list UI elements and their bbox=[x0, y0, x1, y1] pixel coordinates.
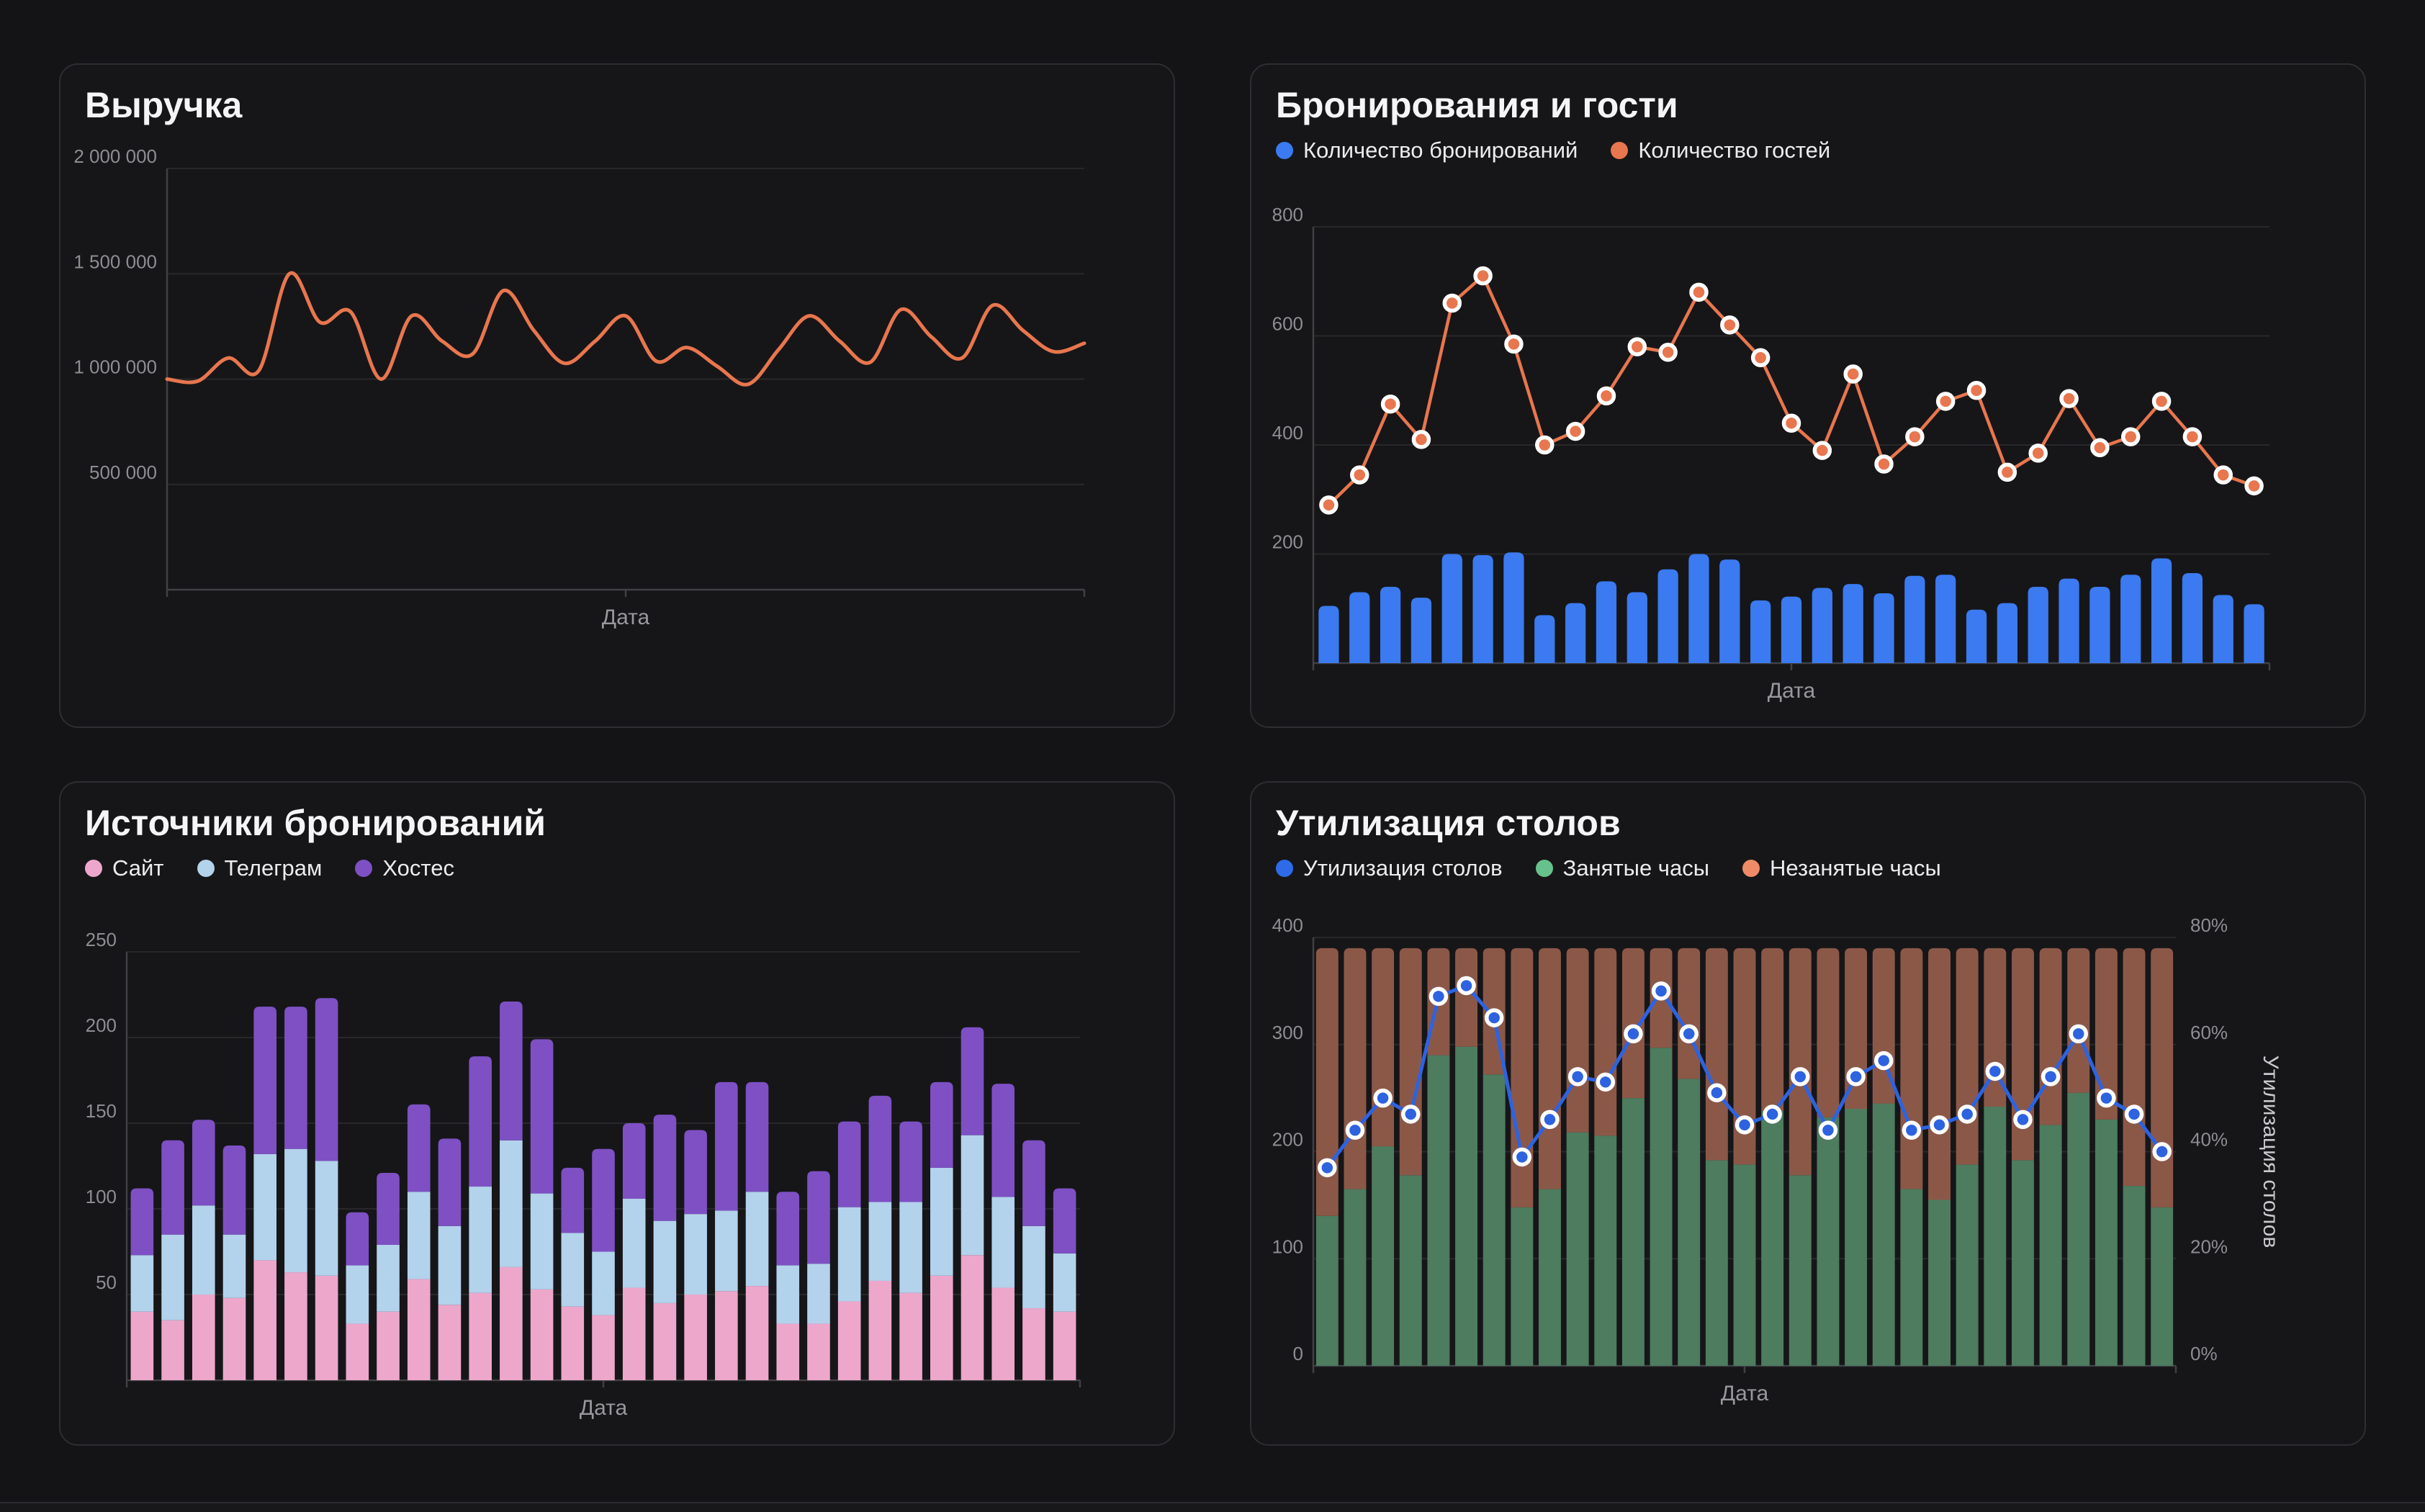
chart-title-booking-sources: Источники бронирований bbox=[85, 803, 546, 843]
svg-text:250: 250 bbox=[86, 929, 117, 950]
legend-item-1[interactable]: Телеграм bbox=[197, 855, 323, 881]
legend-item-0[interactable]: Количество бронирований bbox=[1276, 138, 1578, 163]
svg-text:Дата: Дата bbox=[602, 606, 650, 629]
svg-text:0: 0 bbox=[1293, 1343, 1303, 1364]
legend-item-2[interactable]: Хостес bbox=[355, 855, 454, 881]
svg-text:300: 300 bbox=[1272, 1022, 1303, 1043]
svg-text:20%: 20% bbox=[2190, 1236, 2228, 1257]
legend-item-2[interactable]: Незанятые часы bbox=[1742, 855, 1941, 881]
revenue-chart[interactable]: 2 000 000 1 500 000 1 000 000 500 000 Дата bbox=[73, 137, 1152, 707]
legend-label: Занятые часы bbox=[1562, 855, 1709, 881]
svg-text:1 000 000: 1 000 000 bbox=[73, 356, 157, 377]
card-table-utilization: Утилизация столов Утилизация столов Занят… bbox=[1250, 781, 2366, 1446]
legend-swatch-icon bbox=[1276, 860, 1293, 878]
svg-text:100: 100 bbox=[86, 1186, 117, 1207]
booking-sources-chart[interactable]: 250 200 150 100 50 Дата bbox=[82, 891, 1152, 1424]
svg-text:Утилизация столов: Утилизация столов bbox=[2259, 1056, 2282, 1248]
legend-swatch-icon bbox=[1535, 860, 1553, 878]
legend-table-utilization: Утилизация столов Занятые часы Незанятые ч… bbox=[1276, 855, 2340, 883]
chart-title-revenue: Выручка bbox=[85, 85, 243, 125]
svg-text:200: 200 bbox=[86, 1014, 117, 1036]
legend-booking-sources: Сайт Телеграм Хостес bbox=[85, 855, 1149, 883]
svg-text:400: 400 bbox=[1272, 422, 1303, 444]
svg-text:40%: 40% bbox=[2190, 1129, 2228, 1151]
bookings-guests-chart[interactable]: 800 600 400 200 Дата bbox=[1272, 174, 2343, 706]
svg-text:Дата: Дата bbox=[1768, 679, 1816, 703]
legend-item-0[interactable]: Утилизация столов bbox=[1276, 855, 1503, 881]
svg-text:400: 400 bbox=[1272, 914, 1303, 936]
legend-swatch-icon bbox=[1611, 142, 1629, 160]
legend-label: Сайт bbox=[112, 855, 164, 881]
svg-text:150: 150 bbox=[86, 1100, 117, 1122]
legend-item-1[interactable]: Занятые часы bbox=[1535, 855, 1709, 881]
card-revenue: Выручка 2 000 000 1 500 000 1 000 000 500 0… bbox=[59, 63, 1175, 728]
card-booking-sources: Источники бронирований Сайт Телеграм Хосте… bbox=[59, 781, 1175, 1446]
legend-label: Телеграм bbox=[224, 855, 323, 881]
legend-swatch-icon bbox=[197, 860, 215, 878]
svg-text:80%: 80% bbox=[2190, 914, 2228, 936]
svg-text:200: 200 bbox=[1272, 1129, 1303, 1151]
svg-text:Дата: Дата bbox=[1721, 1382, 1769, 1405]
legend-item-0[interactable]: Сайт bbox=[85, 855, 164, 881]
legend-bookings-guests: Количество бронирований Количество гостей bbox=[1276, 137, 2340, 166]
svg-text:0%: 0% bbox=[2190, 1343, 2218, 1364]
legend-swatch-icon bbox=[355, 860, 373, 878]
chart-title-bookings-guests: Бронирования и гости bbox=[1276, 85, 1678, 125]
legend-label: Количество гостей bbox=[1638, 138, 1831, 163]
page-bottom-edge bbox=[0, 1502, 2425, 1512]
svg-text:1 500 000: 1 500 000 bbox=[73, 251, 157, 272]
svg-text:2 000 000: 2 000 000 bbox=[73, 145, 157, 167]
svg-text:500 000: 500 000 bbox=[89, 461, 157, 482]
legend-label: Незанятые часы bbox=[1769, 855, 1941, 881]
svg-text:Дата: Дата bbox=[580, 1396, 628, 1420]
svg-text:600: 600 bbox=[1272, 313, 1303, 335]
svg-text:200: 200 bbox=[1272, 531, 1303, 553]
card-bookings-guests: Бронирования и гости Количество брониров… bbox=[1250, 63, 2366, 728]
svg-text:800: 800 bbox=[1272, 204, 1303, 225]
legend-label: Количество бронирований bbox=[1303, 138, 1578, 163]
legend-label: Хостес bbox=[382, 855, 455, 881]
legend-swatch-icon bbox=[1276, 142, 1293, 160]
legend-label: Утилизация столов bbox=[1303, 855, 1503, 881]
chart-title-table-utilization: Утилизация столов bbox=[1276, 803, 1621, 843]
legend-swatch-icon bbox=[85, 860, 102, 878]
svg-text:100: 100 bbox=[1272, 1236, 1303, 1257]
legend-swatch-icon bbox=[1742, 860, 1760, 878]
svg-text:50: 50 bbox=[96, 1272, 117, 1293]
svg-text:60%: 60% bbox=[2190, 1022, 2228, 1043]
table-utilization-chart[interactable]: 400 300 200 100 0 80% 60% 40% 20% 0% Утилизация ст… bbox=[1272, 891, 2343, 1424]
legend-item-1[interactable]: Количество гостей bbox=[1611, 138, 1830, 163]
